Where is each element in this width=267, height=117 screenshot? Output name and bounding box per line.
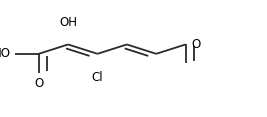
Text: OH: OH (59, 16, 77, 29)
Text: HO: HO (0, 47, 11, 60)
Text: O: O (34, 77, 43, 90)
Text: Cl: Cl (92, 71, 103, 84)
Text: O: O (191, 38, 200, 51)
